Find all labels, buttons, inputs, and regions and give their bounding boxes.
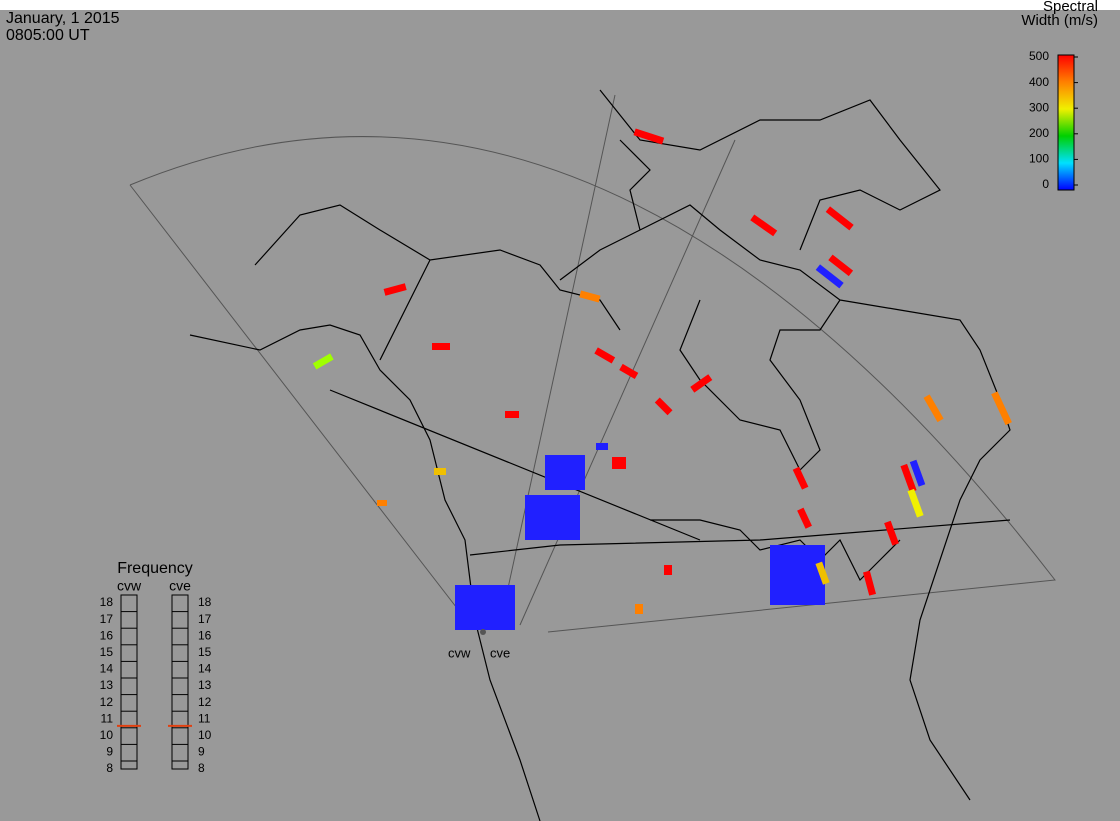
frequency-title: Frequency [117,560,193,577]
frequency-tick-label: 10 [100,728,114,742]
station-label: cvw [448,645,471,660]
frequency-tick-label: 12 [100,695,114,709]
frequency-tick-label: 18 [100,595,114,609]
frequency-tick-label: 11 [198,711,211,725]
frequency-tick-label: 12 [198,695,212,709]
radar-site [480,629,486,635]
time: 0805:00 UT [6,27,90,44]
frequency-tick-label: 9 [106,745,113,759]
colorbar-title: Spectral [1043,0,1098,15]
frequency-tick-label: 16 [198,628,212,642]
field-of-view [129,94,1056,633]
radar-name: cvw [117,578,142,594]
date: January, 1 2015 [6,10,120,27]
colorbar [1057,54,1075,191]
colorbar-tick-label: 100 [1029,152,1049,166]
colorbar-tick-label: 0 [1042,177,1049,191]
frequency-tick-label: 13 [198,678,212,692]
frequency-tick-label: 11 [101,711,114,725]
colorbar-tick-label: 400 [1029,75,1049,89]
radar-name: cve [169,578,191,594]
frequency-tick-label: 13 [100,678,114,692]
frequency-tick-label: 15 [100,645,114,659]
frequency-tick-label: 17 [198,612,212,626]
echo-cells [312,128,1012,630]
frequency-tick-label: 14 [100,662,114,676]
colorbar-title: Width (m/s) [1021,12,1098,29]
frequency-tick-label: 17 [100,612,114,626]
frequency-tick-label: 9 [198,745,205,759]
colorbar-tick-label: 500 [1029,49,1049,63]
frequency-tick-label: 8 [106,761,113,775]
station-label: cve [490,645,510,660]
frequency-tick-label: 10 [198,728,212,742]
frequency-tick-label: 16 [100,628,114,642]
frequency-tick-label: 18 [198,595,212,609]
frequency-tick-label: 8 [198,761,205,775]
colorbar-tick-label: 200 [1029,126,1049,140]
frequency-tick-label: 15 [198,645,212,659]
map-background [0,10,1120,821]
colorbar-tick-label: 300 [1029,100,1049,114]
frequency-tick-label: 14 [198,662,212,676]
